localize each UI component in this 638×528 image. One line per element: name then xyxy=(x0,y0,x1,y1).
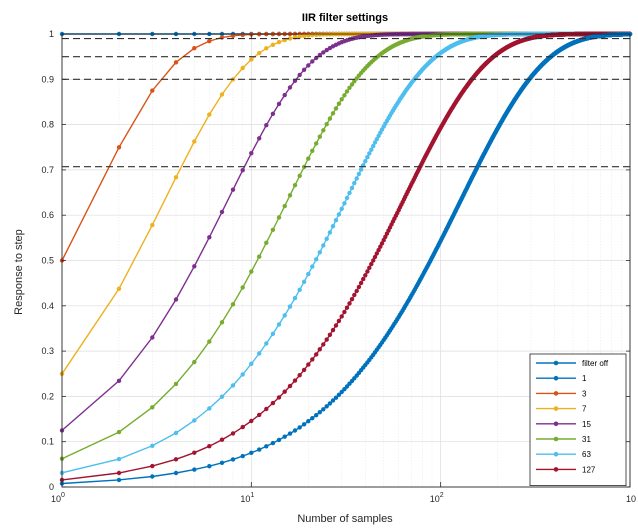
data-point xyxy=(301,67,307,73)
data-point xyxy=(116,286,122,291)
data-point xyxy=(219,320,225,325)
data-point xyxy=(342,93,347,98)
data-point xyxy=(321,50,326,55)
data-point xyxy=(327,116,333,121)
data-point xyxy=(230,33,236,38)
data-point xyxy=(173,60,179,65)
data-point xyxy=(349,82,355,87)
data-point xyxy=(173,297,179,302)
data-point xyxy=(240,32,245,38)
data-point xyxy=(264,240,269,245)
data-point xyxy=(282,203,287,209)
chart-title: IIR filter settings xyxy=(302,12,388,24)
data-point xyxy=(314,141,319,146)
data-point xyxy=(230,302,236,307)
data-point xyxy=(150,88,155,93)
data-point xyxy=(240,285,245,290)
data-point xyxy=(207,235,212,240)
data-point xyxy=(344,89,350,94)
data-point xyxy=(219,209,225,215)
data-point xyxy=(207,112,212,117)
data-point xyxy=(317,52,322,58)
data-point xyxy=(249,269,254,274)
data-point xyxy=(257,254,262,259)
data-point xyxy=(219,92,225,97)
data-point xyxy=(297,34,302,39)
data-point xyxy=(116,429,122,435)
data-point xyxy=(287,193,293,198)
data-point xyxy=(310,148,315,153)
data-point xyxy=(336,101,342,106)
data-point xyxy=(306,156,311,161)
data-point xyxy=(317,134,322,139)
data-point xyxy=(270,42,276,47)
data-point xyxy=(116,145,122,150)
data-point xyxy=(150,405,155,410)
data-point xyxy=(257,50,262,56)
data-point xyxy=(276,39,282,45)
data-point xyxy=(150,222,155,228)
data-point xyxy=(207,339,212,344)
data-point xyxy=(116,378,122,383)
data-point xyxy=(192,46,197,51)
data-point xyxy=(276,101,282,107)
data-point xyxy=(301,33,307,39)
data-point xyxy=(292,183,298,188)
y-axis-label: Response to step xyxy=(13,229,25,315)
data-point xyxy=(270,111,276,117)
data-point xyxy=(240,65,245,71)
data-point xyxy=(310,59,315,64)
data-point xyxy=(192,139,197,144)
data-point xyxy=(297,72,302,78)
data-point xyxy=(264,46,269,51)
data-point xyxy=(173,175,179,180)
data-point xyxy=(287,36,293,41)
data-point xyxy=(306,63,311,68)
data-point xyxy=(317,32,322,37)
data-point xyxy=(173,381,179,387)
data-point xyxy=(287,85,293,90)
data-point xyxy=(150,335,155,340)
data-point xyxy=(249,151,254,156)
data-point xyxy=(257,136,262,141)
data-point xyxy=(282,92,287,98)
data-point xyxy=(207,38,212,44)
data-point xyxy=(321,32,326,37)
data-point xyxy=(333,106,339,111)
data-point xyxy=(347,85,352,91)
data-point xyxy=(324,122,329,127)
data-point xyxy=(352,79,357,84)
data-point xyxy=(276,215,282,220)
data-point xyxy=(192,359,197,365)
data-point xyxy=(264,123,269,128)
data-point xyxy=(297,173,302,178)
data-point xyxy=(324,47,329,53)
data-point xyxy=(339,97,344,102)
data-point xyxy=(270,227,276,232)
data-point xyxy=(321,128,326,133)
data-point xyxy=(240,168,245,173)
data-point xyxy=(192,264,197,269)
data-point xyxy=(330,111,336,116)
data-point xyxy=(249,57,254,62)
x-axis-label: Number of samples xyxy=(297,513,393,525)
data-point xyxy=(230,187,236,192)
